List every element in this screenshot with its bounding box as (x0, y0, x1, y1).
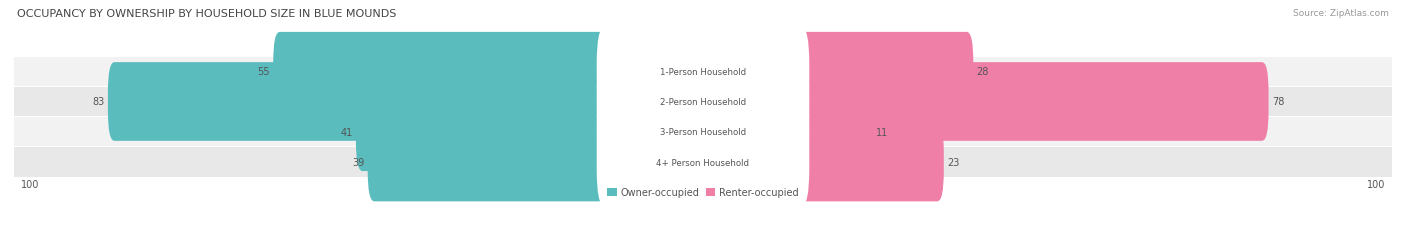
Text: 83: 83 (93, 97, 104, 107)
Bar (14, 58, 1392, 86)
Text: 2-Person Household: 2-Person Household (659, 97, 747, 106)
FancyBboxPatch shape (596, 28, 810, 116)
FancyBboxPatch shape (368, 123, 612, 201)
FancyBboxPatch shape (108, 63, 612, 141)
FancyBboxPatch shape (794, 93, 873, 171)
Text: 78: 78 (1272, 97, 1284, 107)
Text: 41: 41 (340, 127, 353, 137)
Text: 11: 11 (876, 127, 889, 137)
Bar (14, 118, 1392, 147)
Text: 100: 100 (21, 179, 39, 189)
Text: 39: 39 (352, 157, 364, 167)
Text: 3-Person Household: 3-Person Household (659, 128, 747, 137)
Text: OCCUPANCY BY OWNERSHIP BY HOUSEHOLD SIZE IN BLUE MOUNDS: OCCUPANCY BY OWNERSHIP BY HOUSEHOLD SIZE… (17, 9, 396, 19)
Text: 100: 100 (1367, 179, 1385, 189)
Text: 28: 28 (977, 67, 988, 77)
Text: 55: 55 (257, 67, 270, 77)
Text: 23: 23 (948, 157, 959, 167)
FancyBboxPatch shape (794, 63, 1268, 141)
Legend: Owner-occupied, Renter-occupied: Owner-occupied, Renter-occupied (603, 183, 803, 201)
Bar (14, 148, 1392, 177)
FancyBboxPatch shape (596, 119, 810, 206)
FancyBboxPatch shape (596, 58, 810, 146)
Text: Source: ZipAtlas.com: Source: ZipAtlas.com (1294, 9, 1389, 18)
FancyBboxPatch shape (794, 123, 943, 201)
FancyBboxPatch shape (596, 88, 810, 176)
FancyBboxPatch shape (794, 33, 973, 111)
Text: 4+ Person Household: 4+ Person Household (657, 158, 749, 167)
Text: 1-Person Household: 1-Person Household (659, 67, 747, 76)
FancyBboxPatch shape (356, 93, 612, 171)
FancyBboxPatch shape (273, 33, 612, 111)
Bar (14, 88, 1392, 116)
